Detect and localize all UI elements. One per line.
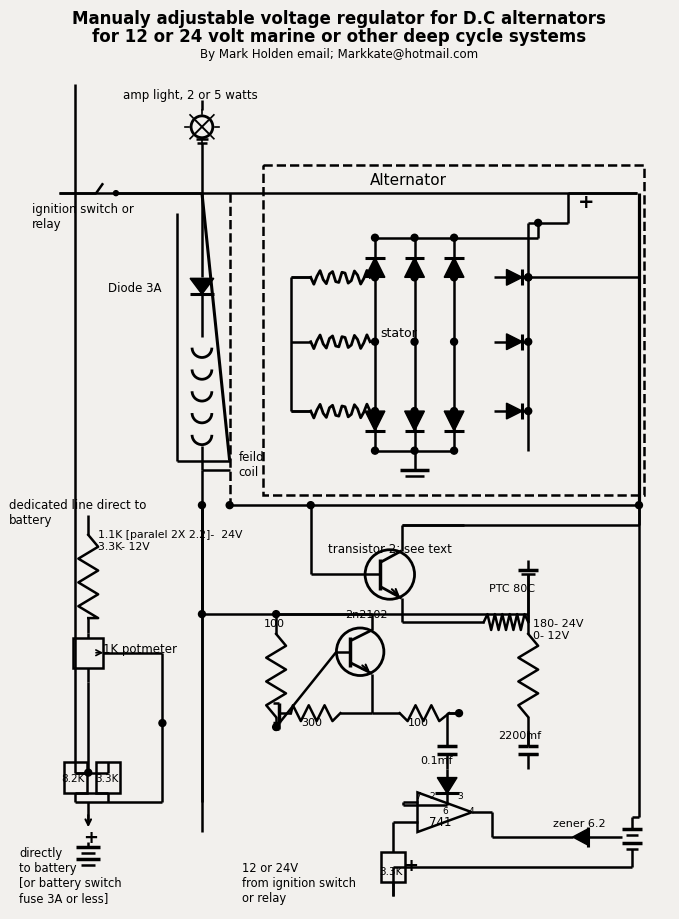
Circle shape (371, 234, 378, 241)
Text: amp light, 2 or 5 watts: amp light, 2 or 5 watts (123, 89, 257, 102)
Text: Alternator: Alternator (370, 174, 447, 188)
Text: 2n2102: 2n2102 (346, 610, 388, 620)
Circle shape (273, 610, 280, 618)
Polygon shape (405, 257, 424, 278)
Circle shape (159, 720, 166, 727)
Text: 8.2K: 8.2K (62, 774, 85, 784)
Circle shape (411, 338, 418, 346)
Text: 0.1mf: 0.1mf (420, 755, 453, 766)
Text: zener 6.2: zener 6.2 (553, 819, 606, 829)
Polygon shape (444, 411, 464, 431)
Text: 1.1K [paralel 2X 2.2]-  24V
3.3K- 12V: 1.1K [paralel 2X 2.2]- 24V 3.3K- 12V (98, 530, 242, 551)
Circle shape (411, 408, 418, 414)
Circle shape (451, 417, 458, 425)
Text: PTC 80C: PTC 80C (489, 584, 534, 595)
Text: stator: stator (380, 327, 417, 340)
Circle shape (451, 264, 458, 271)
Circle shape (198, 610, 206, 618)
Text: +: + (84, 829, 98, 847)
Text: 1K potmeter: 1K potmeter (103, 643, 177, 656)
Polygon shape (365, 411, 385, 431)
Text: 3.3K: 3.3K (95, 774, 119, 784)
Polygon shape (365, 257, 385, 278)
Bar (96, 762, 120, 793)
Circle shape (451, 448, 458, 454)
Text: 180- 24V
0- 12V: 180- 24V 0- 12V (533, 619, 584, 641)
Polygon shape (507, 334, 522, 349)
Text: 6: 6 (442, 807, 448, 816)
Circle shape (525, 408, 532, 414)
Text: +: + (403, 857, 418, 875)
Text: directly
to battery
[or battery switch
fuse 3A or less]: directly to battery [or battery switch f… (19, 847, 122, 905)
Text: 300: 300 (301, 718, 322, 728)
Circle shape (113, 190, 118, 196)
Circle shape (273, 723, 280, 731)
Circle shape (411, 264, 418, 271)
Text: 100: 100 (264, 619, 285, 630)
Polygon shape (190, 278, 214, 294)
Bar (381, 852, 405, 881)
Circle shape (534, 220, 542, 226)
Circle shape (85, 769, 92, 776)
Circle shape (636, 502, 642, 508)
Text: feild
coil: feild coil (238, 450, 264, 479)
Circle shape (525, 274, 532, 281)
Circle shape (371, 274, 378, 281)
Text: for 12 or 24 volt marine or other deep cycle systems: for 12 or 24 volt marine or other deep c… (92, 28, 587, 46)
Text: ignition switch or
relay: ignition switch or relay (32, 203, 134, 231)
Circle shape (451, 234, 458, 241)
Circle shape (411, 234, 418, 241)
Circle shape (198, 502, 206, 508)
Polygon shape (507, 403, 522, 419)
Circle shape (411, 448, 418, 454)
Bar (64, 762, 88, 793)
Text: Diode 3A: Diode 3A (108, 282, 162, 295)
Circle shape (371, 264, 378, 271)
Circle shape (411, 274, 418, 281)
Text: dedicated line direct to
battery: dedicated line direct to battery (9, 499, 147, 528)
Circle shape (308, 502, 314, 508)
Text: 3: 3 (457, 792, 463, 801)
Text: 2200mf: 2200mf (498, 731, 542, 741)
Text: 100: 100 (407, 718, 428, 728)
Polygon shape (444, 257, 464, 278)
Circle shape (451, 408, 458, 414)
Bar (73, 638, 103, 667)
Circle shape (371, 408, 378, 414)
Circle shape (525, 338, 532, 346)
Text: 12 or 24V
from ignition switch
or relay: 12 or 24V from ignition switch or relay (242, 862, 356, 904)
Text: By Mark Holden email; Markkate@hotmail.com: By Mark Holden email; Markkate@hotmail.c… (200, 48, 479, 61)
Circle shape (371, 448, 378, 454)
Circle shape (411, 417, 418, 425)
Text: 7: 7 (416, 792, 421, 801)
Text: 3.3K: 3.3K (379, 867, 403, 877)
Circle shape (451, 338, 458, 346)
Bar (263, 165, 644, 495)
Circle shape (371, 417, 378, 425)
Circle shape (456, 709, 462, 717)
Circle shape (226, 502, 233, 508)
Text: 4: 4 (469, 807, 475, 816)
Text: 2: 2 (429, 792, 435, 801)
Circle shape (525, 274, 532, 281)
Text: Manualy adjustable voltage regulator for D.C alternators: Manualy adjustable voltage regulator for… (73, 10, 606, 28)
Text: transistor 2; see text: transistor 2; see text (327, 543, 452, 556)
Polygon shape (405, 411, 424, 431)
Text: 741: 741 (429, 816, 452, 829)
Polygon shape (437, 777, 457, 793)
Polygon shape (572, 829, 587, 845)
Polygon shape (507, 269, 522, 285)
Circle shape (371, 338, 378, 346)
Text: +: + (578, 193, 594, 212)
Circle shape (451, 274, 458, 281)
